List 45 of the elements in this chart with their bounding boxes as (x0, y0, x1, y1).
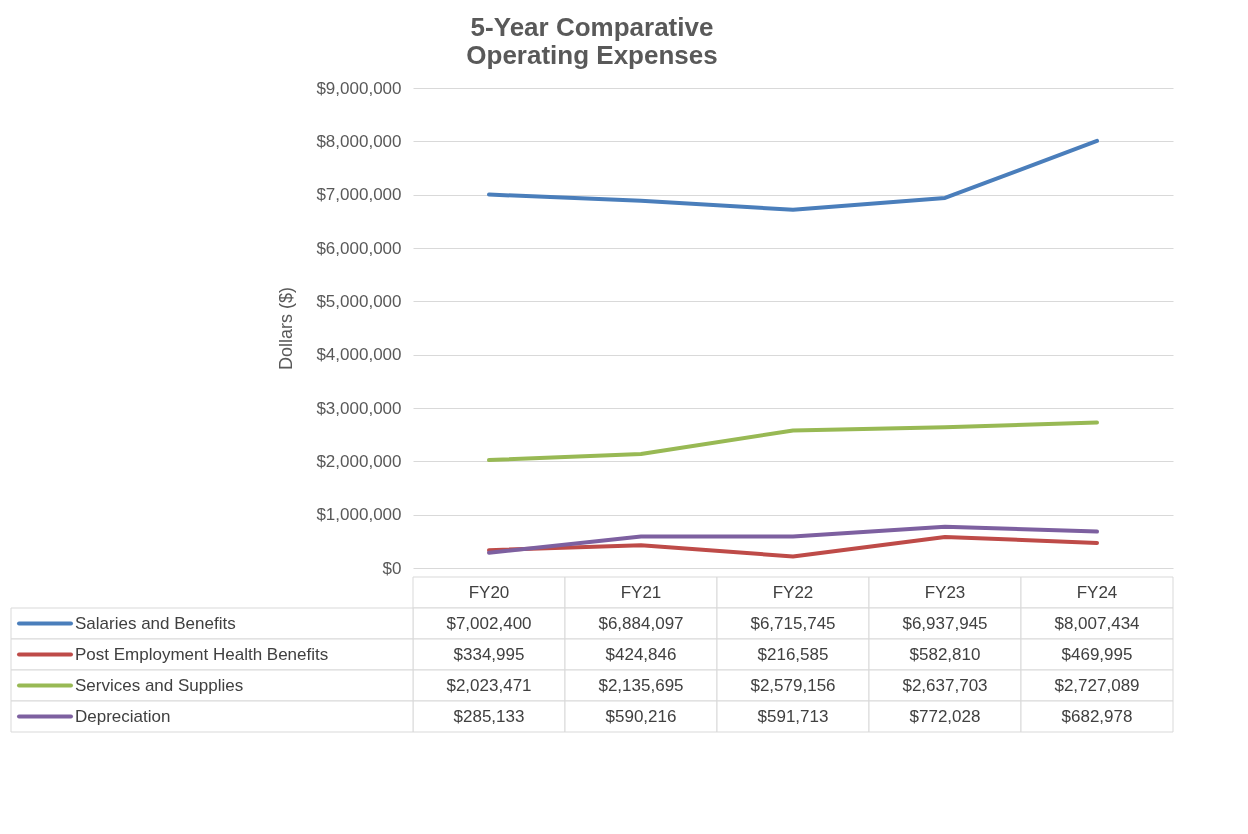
x-tick-label: FY22 (772, 582, 814, 602)
y-tick-label: $0 (382, 558, 402, 578)
legend-label: Salaries and Benefits (75, 613, 236, 633)
y-tick-label: $6,000,000 (316, 238, 402, 258)
data-label: $469,995 (1061, 644, 1133, 664)
legend-label: Post Employment Health Benefits (75, 644, 329, 664)
y-tick-label: $4,000,000 (316, 345, 402, 365)
legend-label: Services and Supplies (75, 675, 244, 695)
y-tick-label: $3,000,000 (316, 398, 402, 418)
data-label: $8,007,434 (1054, 613, 1140, 633)
y-tick-label: $1,000,000 (316, 505, 402, 525)
x-tick-label: FY24 (1076, 582, 1118, 602)
data-label: $6,715,745 (750, 613, 836, 633)
data-label: $424,846 (605, 644, 677, 664)
line-series (487, 524, 1099, 555)
data-label: $2,023,471 (446, 675, 532, 695)
chart-title: 5-Year Comparative Operating Expenses (466, 12, 718, 70)
y-tick-label: $9,000,000 (316, 78, 402, 98)
data-label: $772,028 (909, 706, 981, 726)
x-tick-label: FY21 (620, 582, 662, 602)
data-label: $682,978 (1061, 706, 1133, 726)
line-series (487, 138, 1099, 212)
data-label: $591,713 (757, 706, 829, 726)
legend-label: Depreciation (75, 706, 171, 726)
data-label: $216,585 (757, 644, 829, 664)
data-label: $6,884,097 (598, 613, 684, 633)
y-tick-label: $8,000,000 (316, 131, 402, 151)
data-label: $2,727,089 (1054, 675, 1140, 695)
data-label: $6,937,945 (902, 613, 988, 633)
data-label: $2,135,695 (598, 675, 684, 695)
data-label: $582,810 (909, 644, 981, 664)
x-tick-label: FY20 (468, 582, 510, 602)
data-label: $2,637,703 (902, 675, 988, 695)
data-label: $2,579,156 (750, 675, 836, 695)
data-label: $7,002,400 (446, 613, 532, 633)
y-tick-label: $2,000,000 (316, 451, 402, 471)
data-label: $285,133 (453, 706, 525, 726)
line-series (487, 420, 1099, 463)
data-label: $590,216 (605, 706, 677, 726)
data-label: $334,995 (453, 644, 525, 664)
y-tick-label: $7,000,000 (316, 185, 402, 205)
line-series (487, 534, 1099, 559)
y-tick-label: $5,000,000 (316, 291, 402, 311)
y-axis-title: Dollars ($) (276, 286, 297, 371)
x-tick-label: FY23 (924, 582, 966, 602)
